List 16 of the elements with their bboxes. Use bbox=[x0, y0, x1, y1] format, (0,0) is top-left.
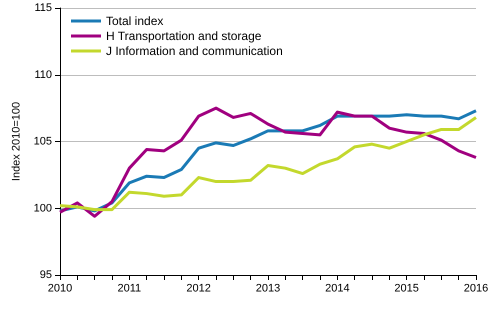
x-tick-label: 2013 bbox=[256, 282, 280, 294]
x-tick-label: 2010 bbox=[48, 282, 72, 294]
y-tick-label: 115 bbox=[34, 2, 52, 14]
legend-label: J Information and communication bbox=[106, 44, 283, 58]
x-tick-label: 2012 bbox=[186, 282, 211, 294]
y-tick-label: 110 bbox=[34, 68, 52, 81]
x-tick-label: 2014 bbox=[325, 282, 350, 294]
y-axis-title: Index 2010=100 bbox=[10, 102, 22, 182]
y-tick-label: 100 bbox=[34, 202, 52, 214]
x-tick-label: 2015 bbox=[394, 282, 419, 294]
x-tick-label: 2011 bbox=[118, 282, 142, 294]
x-tick-label: 2016 bbox=[464, 282, 488, 294]
y-tick-label: 95 bbox=[40, 269, 52, 281]
y-tick-label: 105 bbox=[34, 136, 52, 148]
legend-label: H Transportation and storage bbox=[106, 29, 262, 43]
legend-label: Total index bbox=[106, 14, 164, 28]
